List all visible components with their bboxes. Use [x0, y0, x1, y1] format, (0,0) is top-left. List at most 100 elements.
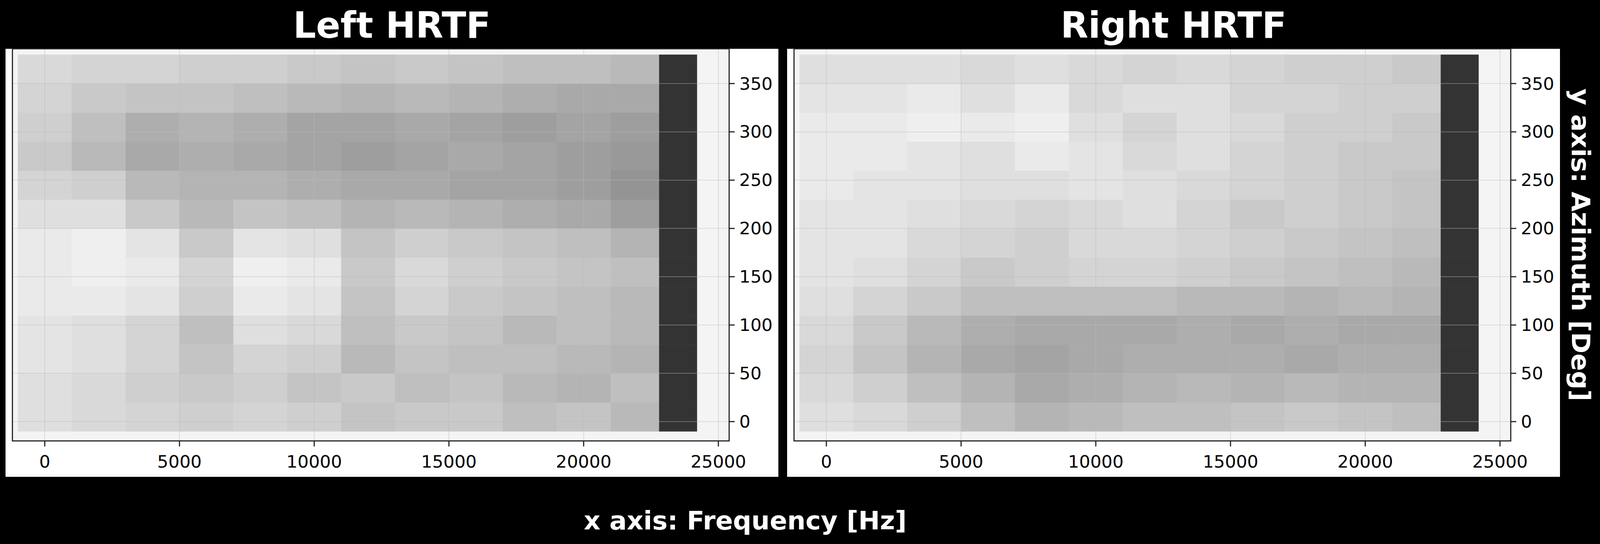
x-tick-label: 25000	[690, 451, 747, 472]
heatmap-cell	[907, 344, 962, 374]
heatmap-cell	[71, 199, 127, 229]
x-tick	[1364, 440, 1366, 447]
heatmap-cell	[71, 228, 127, 258]
heatmap-cell	[610, 170, 660, 200]
heatmap-cell	[125, 373, 180, 403]
heatmap-cell	[1230, 199, 1285, 229]
heatmap-cell	[1014, 402, 1070, 432]
heatmap-cell	[1230, 228, 1285, 258]
grid-line	[12, 228, 730, 230]
heatmap-cell	[1392, 199, 1441, 229]
heatmap-cell	[610, 83, 660, 114]
heatmap-cell	[502, 286, 558, 316]
y-tick	[729, 131, 735, 133]
heatmap-cell	[1440, 112, 1480, 143]
heatmap-cell	[71, 402, 127, 432]
heatmap-cell	[1230, 286, 1285, 316]
grid-line	[12, 276, 730, 278]
heatmap-cell	[1440, 199, 1480, 229]
x-tick	[1499, 440, 1501, 447]
heatmap-cell	[1122, 344, 1178, 374]
heatmap-cell	[233, 257, 288, 287]
x-tick	[825, 440, 828, 447]
heatmap-cell	[233, 286, 288, 316]
heatmap-cell	[341, 141, 396, 171]
heatmap-cell	[907, 54, 962, 85]
heatmap-cell	[1230, 344, 1285, 374]
heatmap-cell	[961, 170, 1016, 200]
heatmap-cell	[1176, 54, 1232, 85]
x-tick	[960, 440, 962, 447]
heatmap-cell	[1176, 112, 1232, 143]
heatmap-cell	[448, 315, 504, 345]
heatmap-cell	[395, 141, 450, 171]
heatmap-cell	[961, 83, 1016, 114]
heatmap-cell	[1284, 199, 1339, 229]
grid-line	[1230, 48, 1232, 441]
x-tick	[717, 440, 720, 447]
x-tick-label: 15000	[420, 451, 477, 472]
heatmap-cell	[1014, 344, 1070, 374]
heatmap-cell	[1440, 141, 1480, 171]
heatmap-cell	[125, 402, 180, 432]
heatmap-cell	[341, 199, 396, 229]
heatmap-cell	[179, 402, 234, 432]
heatmap-cell	[1176, 344, 1232, 374]
heatmap-cell	[233, 315, 288, 345]
heatmap-cell	[179, 344, 234, 374]
heatmap-cell	[233, 112, 288, 143]
heatmap-cell	[341, 402, 396, 432]
heatmap-cell	[1176, 199, 1232, 229]
heatmap-cell	[233, 373, 288, 403]
heatmap-cell	[1230, 373, 1285, 403]
heatmap-cell	[448, 54, 504, 85]
heatmap-cell	[502, 170, 558, 200]
heatmap-cell	[1392, 228, 1441, 258]
heatmap-cell	[125, 257, 180, 287]
heatmap-cell	[233, 228, 288, 258]
grid-line	[12, 420, 730, 422]
heatmap-cell	[1284, 228, 1339, 258]
heatmap-cell	[1284, 54, 1339, 85]
heatmap-cell	[1230, 402, 1285, 432]
heatmap-cell	[1014, 170, 1070, 200]
heatmap-cell	[502, 141, 558, 171]
heatmap-cell	[961, 373, 1016, 403]
heatmap-cell	[71, 170, 127, 200]
y-tick-label: 150	[1520, 266, 1555, 287]
y-tick-label: 300	[1520, 121, 1555, 142]
heatmap-cell	[1176, 315, 1232, 345]
grid-line	[1499, 48, 1501, 441]
heatmap-cell	[341, 315, 396, 345]
heatmap-cell	[659, 170, 698, 200]
heatmap-cell	[1440, 344, 1480, 374]
heatmap-cell	[1230, 54, 1285, 85]
heatmap-cell	[853, 402, 908, 432]
grid-line	[794, 276, 1511, 278]
grid-line	[794, 179, 1511, 181]
heatmap-cell	[853, 228, 908, 258]
heatmap-cell	[1440, 228, 1480, 258]
heatmap-cell	[961, 54, 1016, 85]
heatmap-cell	[395, 170, 450, 200]
y-tick-label: 0	[1520, 411, 1532, 432]
heatmap-cell	[1122, 257, 1178, 287]
y-tick-label: 100	[1520, 314, 1555, 335]
heatmap-cell	[1392, 315, 1441, 345]
heatmap-cell	[1014, 286, 1070, 316]
heatmap-cell	[1392, 112, 1441, 143]
heatmap-cell	[853, 170, 908, 200]
heatmap-cell	[659, 257, 698, 287]
heatmap-cell	[502, 228, 558, 258]
heatmap-cell	[1176, 228, 1232, 258]
heatmap-cell	[659, 315, 698, 345]
x-tick	[44, 440, 46, 447]
heatmap-cell	[71, 54, 127, 85]
heatmap-cell	[1122, 228, 1178, 258]
heatmap-cell	[1392, 257, 1441, 287]
heatmap-cell	[179, 286, 234, 316]
heatmap-cell	[502, 54, 558, 85]
heatmap-cell	[1014, 257, 1070, 287]
heatmap-cell	[395, 344, 450, 374]
heatmap-cell	[1440, 286, 1480, 316]
